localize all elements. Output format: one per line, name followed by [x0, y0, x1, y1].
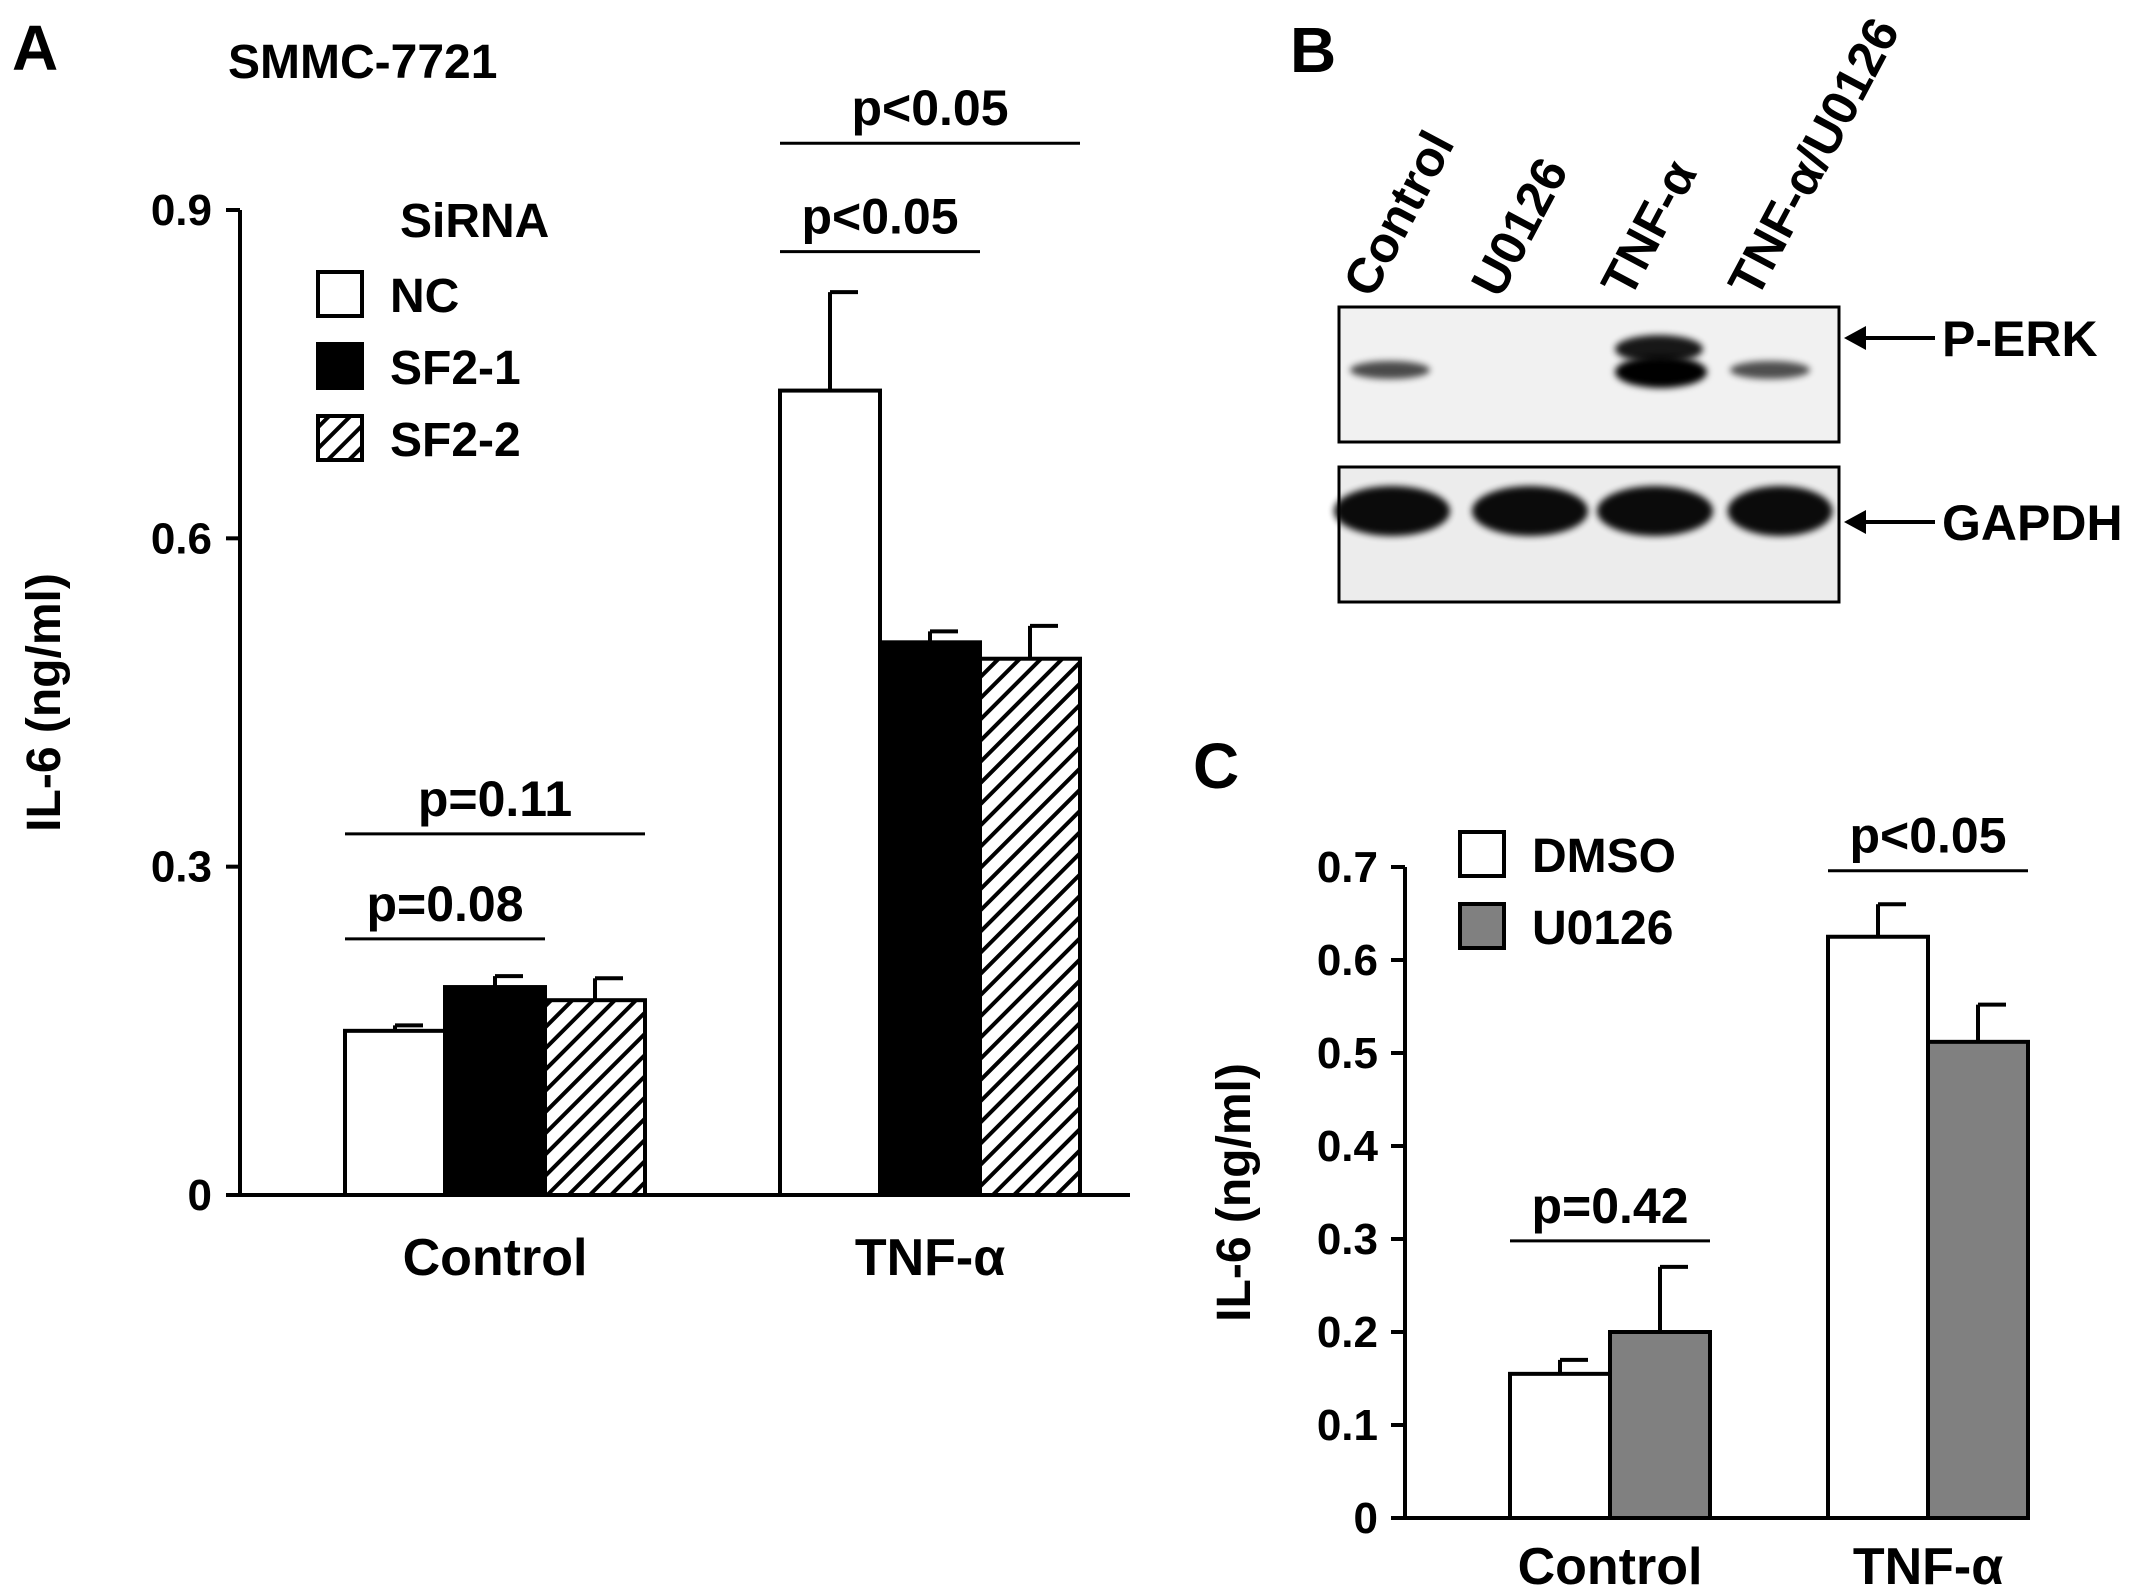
panel-a-p-value-label: p=0.11: [418, 771, 572, 827]
panel-c-bar-control-dmso: [1508, 1371, 1612, 1520]
lane-label-tnf-alpha-u0126: TNF-α/U0126: [1717, 9, 1910, 305]
panel-c-y-tick-label: 0: [1354, 1494, 1378, 1543]
panel-a-legend-title: SiRNA: [400, 195, 549, 248]
perk-arrow-icon: [1844, 326, 1866, 350]
panel-a-bar-tnf-alpha-sf2-1: [878, 640, 982, 1197]
gapdh-arrow-icon: [1844, 510, 1866, 534]
gapdh-band: [1334, 486, 1450, 536]
lane-label-tnf-alpha: TNF-α: [1590, 151, 1707, 305]
panel-c-bar-tnf-alpha-dmso: [1826, 934, 1930, 1520]
panel-c-category-label-tnf-alpha: TNF-α: [1853, 1538, 2003, 1592]
panel-a-chart: 0 0.3 0.6 0.9 IL-6 (ng/ml) Control TNF-α p=0.08…: [18, 80, 1130, 1287]
panel-a-category-label-control: Control: [403, 1229, 588, 1287]
lane-label-control: Control: [1332, 122, 1465, 305]
panel-a-bar-tnf-alpha-nc: [778, 388, 882, 1198]
panel-c-legend-swatch-u0126: [1458, 902, 1506, 950]
panel-a-y-tick-label: 0.9: [151, 186, 212, 235]
panel-c-y-tick-label: 0.4: [1317, 1122, 1379, 1171]
panel-a-y-axis-title: IL-6 (ng/ml): [18, 573, 71, 832]
perk-band: [1615, 356, 1707, 388]
panel-c-y-tick-label: 0.3: [1317, 1215, 1378, 1264]
panel-a-bar-control-nc: [343, 1028, 447, 1198]
panel-c-chart: 0 0.1 0.2 0.3 0.4 0.5 0.6 0.7 IL-6 (ng/ml) Contro…: [1208, 808, 2030, 1592]
panel-a-p-value-label: p=0.08: [366, 876, 523, 932]
gapdh-bands: [1334, 486, 1833, 536]
gapdh-label: GAPDH: [1942, 495, 2123, 551]
gapdh-band: [1727, 486, 1833, 536]
panel-c-category-label-control: Control: [1518, 1538, 1703, 1592]
panel-c-p-value-label: p<0.05: [1849, 808, 2006, 864]
panel-c-y-tick-label: 0.5: [1317, 1029, 1378, 1078]
panel-c-bar-tnf-alpha-u0126: [1926, 1039, 2030, 1520]
panel-a-cell-line: SMMC-7721: [228, 36, 497, 89]
panel-c-y-tick-label: 0.2: [1317, 1308, 1378, 1357]
panel-c-legend-label-u0126: U0126: [1532, 902, 1673, 955]
panel-c-p-value-label: p=0.42: [1531, 1178, 1688, 1234]
perk-label: P-ERK: [1942, 311, 2098, 367]
panel-a-legend-swatch-sf2-1: [316, 342, 364, 390]
gapdh-band: [1472, 486, 1588, 536]
panel-c-bar-control-u0126: [1608, 1330, 1712, 1520]
panel-c-y-tick-label: 0.1: [1317, 1401, 1378, 1450]
panel-a-bar-control-sf2-2: [543, 998, 647, 1198]
perk-bands: [1350, 335, 1810, 388]
panel-a-y-tick-label: 0: [188, 1171, 212, 1220]
panel-a-bar-tnf-alpha-sf2-2: [978, 656, 1082, 1197]
panel-a-legend-label-sf2-2: SF2-2: [390, 414, 521, 467]
panel-b-letter: B: [1290, 14, 1336, 86]
panel-c-legend-swatch-dmso: [1458, 830, 1506, 878]
panel-a-bar-control-sf2-1: [443, 985, 547, 1197]
panel-a-p-value-label: p<0.05: [801, 189, 958, 245]
perk-band: [1615, 335, 1703, 363]
perk-band: [1730, 361, 1810, 379]
panel-a-y-tick-label: 0.6: [151, 514, 212, 563]
panel-c-y-tick-label: 0.7: [1317, 843, 1378, 892]
panel-a-letter: A: [12, 12, 58, 84]
panel-c-y-axis-title: IL-6 (ng/ml): [1208, 1063, 1261, 1322]
panel-a-legend-label-sf2-1: SF2-1: [390, 342, 521, 395]
panel-b-western-blot: Control U0126 TNF-α TNF-α/U0126 P-ERK GA…: [1332, 9, 2123, 604]
panel-c-letter: C: [1193, 730, 1239, 802]
panel-a-y-tick-label: 0.3: [151, 843, 212, 892]
lane-label-u0126: U0126: [1460, 149, 1579, 305]
panel-a-legend-swatch-nc: [316, 270, 364, 318]
panel-c-y-tick-label: 0.6: [1317, 936, 1378, 985]
panel-a-p-value-label: p<0.05: [851, 80, 1008, 136]
panel-a-legend-label-nc: NC: [390, 270, 459, 323]
panel-a-legend-swatch-sf2-2: [316, 414, 364, 462]
gapdh-band: [1597, 486, 1713, 536]
panel-a-category-label-tnf-alpha: TNF-α: [855, 1229, 1005, 1287]
panel-c-legend-label-dmso: DMSO: [1532, 830, 1676, 883]
perk-band: [1350, 361, 1430, 379]
